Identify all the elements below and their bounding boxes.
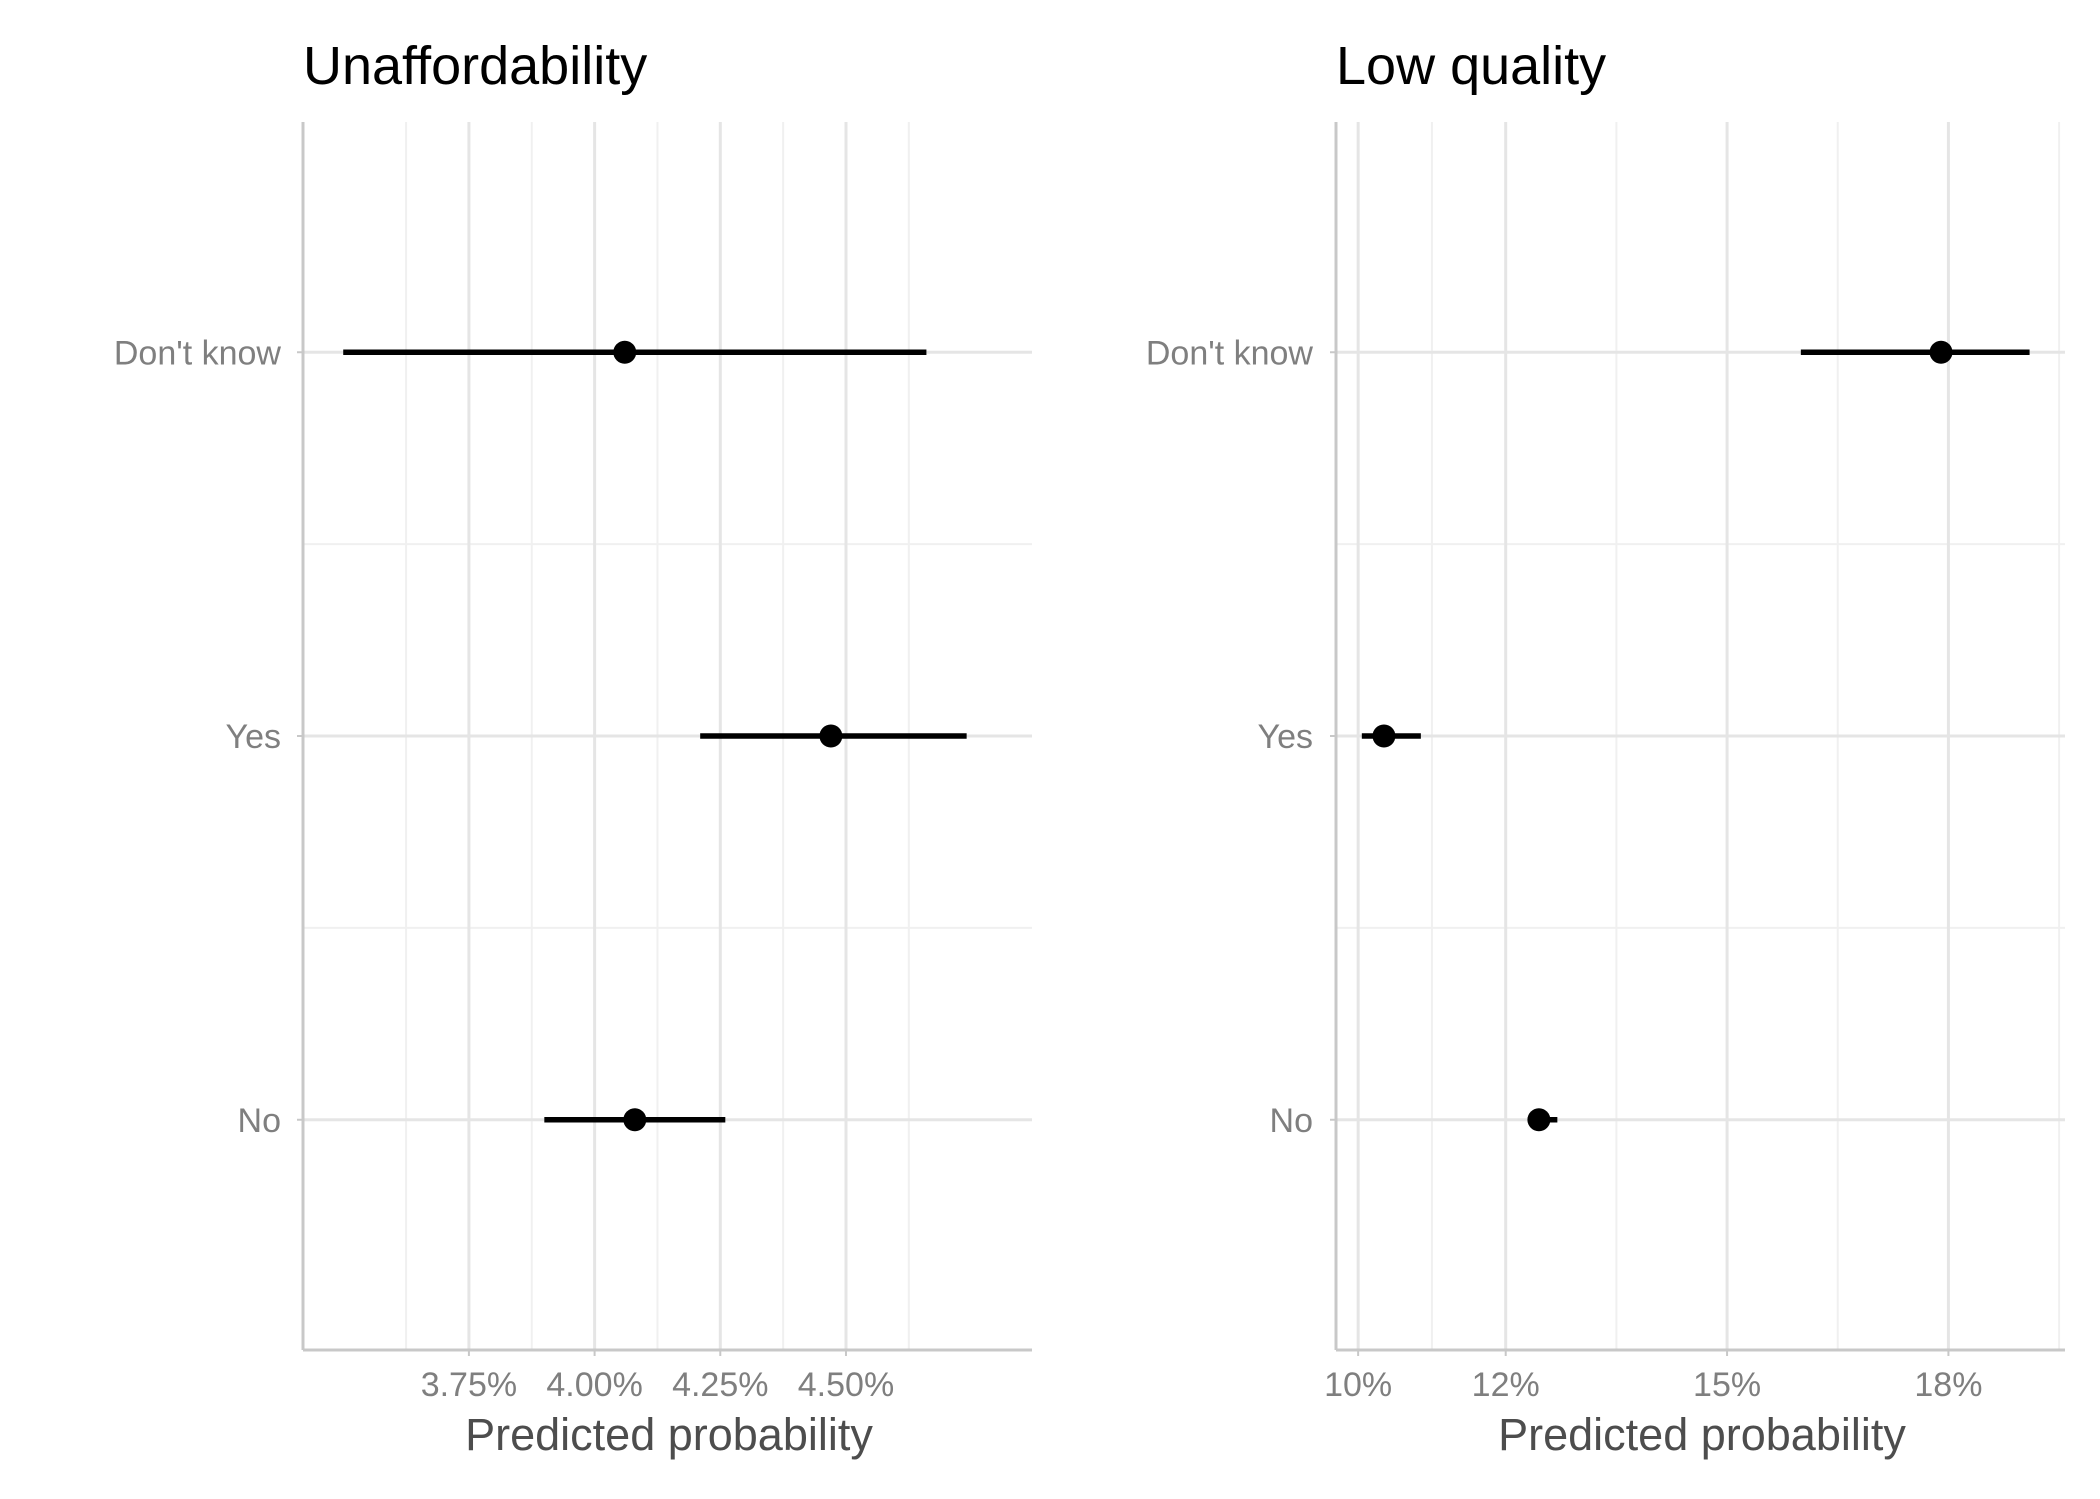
panel-unaffordability: Unaffordability Predicted probability No… (114, 36, 1032, 1460)
x-axis-title: Predicted probability (465, 1409, 873, 1460)
y-tick-label: Don't know (1146, 334, 1314, 372)
x-tick-label: 3.75% (421, 1366, 517, 1404)
estimate-point (1372, 724, 1396, 748)
x-tick-label: 12% (1472, 1366, 1540, 1404)
x-axis-title: Predicted probability (1498, 1409, 1906, 1460)
x-tick-label: 15% (1693, 1366, 1761, 1404)
y-tick-label: No (1270, 1102, 1313, 1140)
y-tick-label: Yes (1258, 718, 1313, 756)
panel-title: Low quality (1336, 36, 1606, 96)
point-range (700, 724, 967, 748)
x-tick-label: 4.50% (798, 1366, 894, 1404)
panel-low-quality: Low quality Predicted probability No Yes D… (1146, 36, 2065, 1460)
point-range (1527, 1108, 1558, 1132)
estimate-point (623, 1108, 647, 1132)
estimate-point (819, 724, 843, 748)
point-range (544, 1108, 726, 1132)
estimate-point (1527, 1108, 1551, 1132)
x-tick-label: 10% (1324, 1366, 1392, 1404)
y-tick-label: No (238, 1102, 281, 1140)
panel-title: Unaffordability (303, 36, 647, 96)
x-tick-label: 4.00% (546, 1366, 642, 1404)
y-tick-label: Don't know (114, 334, 282, 372)
point-range (343, 340, 927, 364)
point-range (1800, 340, 2030, 364)
estimate-point (613, 340, 637, 364)
point-range (1361, 724, 1421, 748)
y-tick-label: Yes (226, 718, 281, 756)
estimate-point (1929, 340, 1953, 364)
x-tick-label: 4.25% (672, 1366, 768, 1404)
x-tick-label: 18% (1914, 1366, 1982, 1404)
